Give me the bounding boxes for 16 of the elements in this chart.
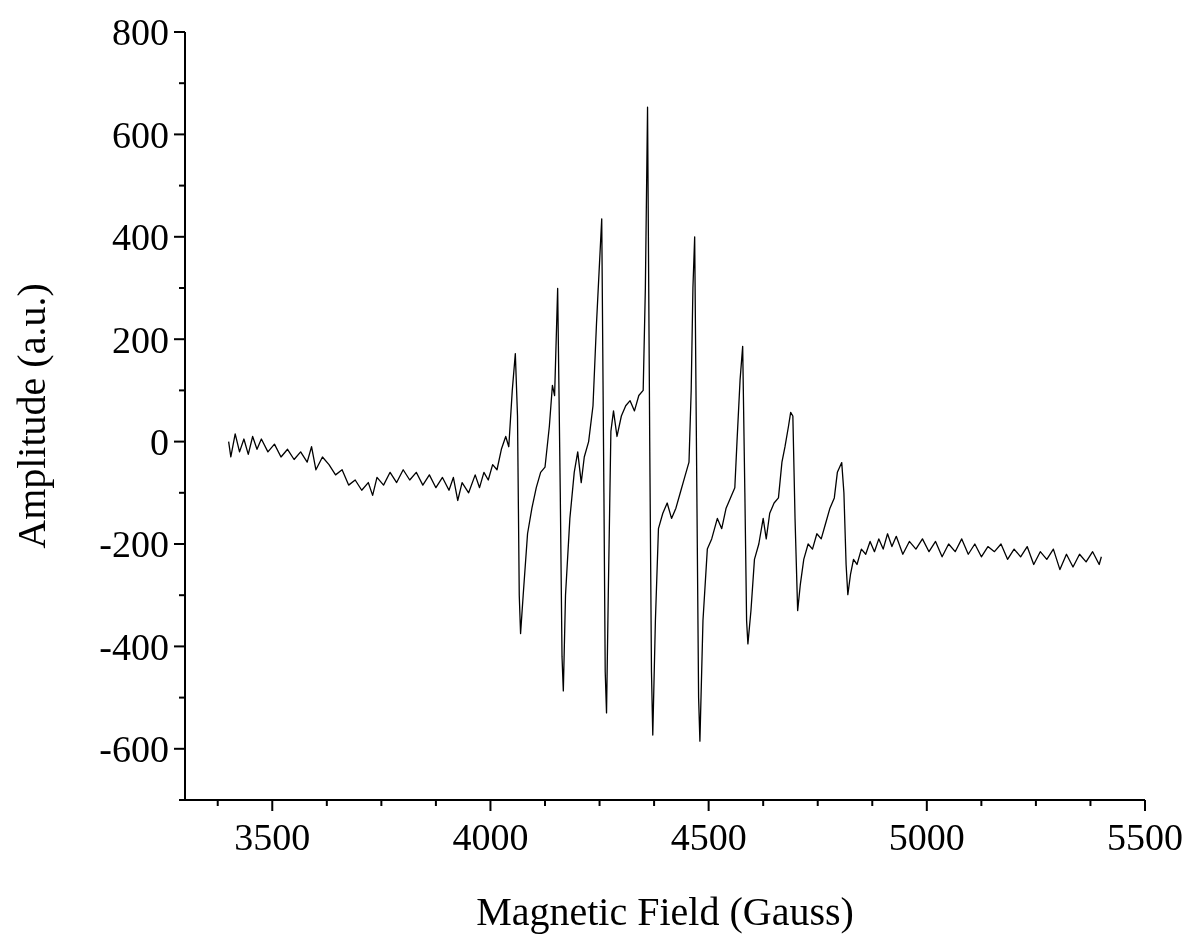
- x-tick-label: 4500: [670, 816, 747, 858]
- y-tick-label: 600: [112, 113, 169, 156]
- x-tick-label: 5500: [1107, 816, 1183, 858]
- y-axis-title: Amplitude (a.u.): [9, 283, 54, 549]
- y-tick-label: -600: [99, 728, 169, 771]
- y-tick-label: -400: [99, 625, 169, 668]
- line-series: [227, 106, 1103, 742]
- x-axis-title: Magnetic Field (Gauss): [476, 889, 854, 934]
- x-tick-label: 5000: [888, 816, 965, 858]
- y-tick-label: 200: [112, 318, 169, 361]
- y-tick-label: -200: [99, 523, 169, 566]
- x-tick-label: 4000: [452, 816, 529, 858]
- y-tick-label: 400: [112, 216, 169, 259]
- x-tick-label: 3500: [234, 816, 311, 858]
- y-tick-label: 0: [150, 420, 169, 463]
- y-tick-label: 800: [112, 11, 169, 54]
